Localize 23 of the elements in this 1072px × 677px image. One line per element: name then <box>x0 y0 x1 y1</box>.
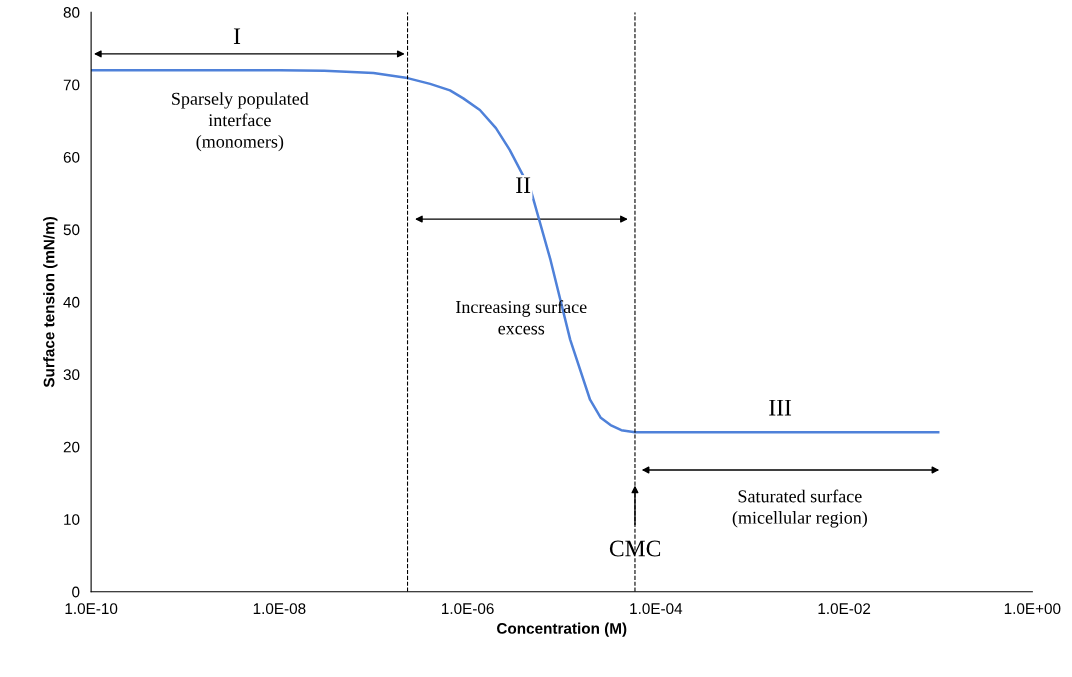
x-axis-title: Concentration (M) <box>497 622 627 637</box>
annotation: CMC <box>609 540 661 557</box>
annotation: I <box>233 28 241 44</box>
y-tick-label: 20 <box>63 441 80 453</box>
annotation: II <box>516 177 531 193</box>
y-tick-label: 30 <box>63 369 80 381</box>
y-tick-label: 40 <box>63 296 80 308</box>
x-tick-label: 1.0E-08 <box>253 603 306 615</box>
y-tick-label: 10 <box>64 514 80 525</box>
x-tick-label: 1.0E+00 <box>1004 603 1061 615</box>
x-tick-label: 1.0E-06 <box>442 603 494 615</box>
y-axis-title: Surface tension (mN/m) <box>43 216 58 388</box>
x-tick-label: 1.0E-04 <box>630 603 683 615</box>
x-tick-label: 1.0E-10 <box>65 603 118 615</box>
y-tick-label: 50 <box>63 224 80 236</box>
annotation: Saturated surface (micellular region) <box>732 489 867 528</box>
annotation: Sparsely populated interface (monomers) <box>172 92 309 152</box>
y-tick-label: 0 <box>72 586 80 598</box>
annotation: III <box>769 399 792 416</box>
y-tick-label: 60 <box>63 151 80 163</box>
y-tick-label: 80 <box>63 7 80 18</box>
y-tick-label: 70 <box>63 79 80 91</box>
x-tick-label: 1.0E-02 <box>818 603 871 615</box>
